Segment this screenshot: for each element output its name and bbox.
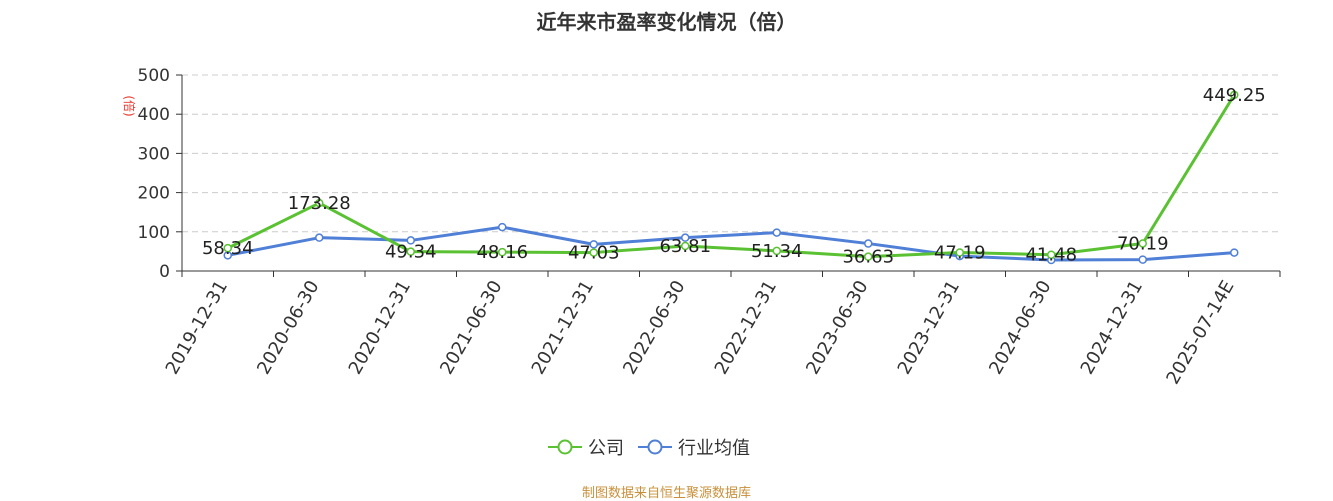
- industry-point: [498, 222, 507, 232]
- y-axis-title: (倍): [122, 95, 137, 116]
- industry-point: [864, 239, 873, 248]
- x-tick-label: 2023-12-31: [894, 277, 964, 378]
- source-note: 制图数据来自恒生聚源数据库: [581, 486, 751, 501]
- industry-point: [681, 233, 690, 242]
- company-data-label: 36.63: [842, 247, 894, 268]
- y-tick-label: 200: [138, 184, 170, 204]
- company-data-label: 51.34: [751, 241, 803, 262]
- company-point: [315, 198, 324, 208]
- y-tick-label: 0: [159, 262, 170, 282]
- company-point: [1230, 90, 1239, 100]
- industry-point: [315, 233, 324, 242]
- company-data-label: 63.81: [659, 236, 711, 257]
- x-tick-label: 2025-07-14E: [1162, 277, 1238, 388]
- legend-company-icon: [548, 439, 582, 455]
- x-tick-label: 2020-06-30: [253, 277, 323, 378]
- industry-point: [406, 236, 415, 245]
- x-tick-label: 2022-12-31: [711, 277, 781, 378]
- series-lines: [223, 90, 1239, 265]
- x-tick-label: 2023-06-30: [802, 277, 872, 378]
- industry-point: [1230, 248, 1239, 257]
- company-point: [864, 252, 873, 261]
- chart-legend: 公司 行业均值: [548, 434, 764, 460]
- company-point: [589, 248, 598, 257]
- company-data-label: 41.48: [1025, 245, 1077, 266]
- legend-item-industry[interactable]: 行业均值: [638, 434, 750, 460]
- company-point: [223, 243, 232, 253]
- company-data-label: 47.19: [934, 243, 986, 264]
- y-tick-label: 100: [138, 223, 170, 243]
- grid-lines: [182, 74, 1280, 233]
- x-tick-label: 2019-12-31: [162, 277, 232, 378]
- y-tick-label: 400: [138, 105, 170, 125]
- company-point: [772, 246, 781, 256]
- industry-point: [1138, 255, 1147, 264]
- industry-line: [227, 225, 1235, 262]
- company-data-label: 48.16: [476, 242, 528, 263]
- industry-point: [589, 240, 598, 249]
- company-point: [1138, 239, 1147, 248]
- company-line: [227, 94, 1236, 259]
- industry-point: [772, 228, 781, 237]
- x-tick-label: 2020-12-31: [345, 277, 415, 378]
- company-data-label: 70.19: [1117, 233, 1169, 254]
- company-data-label: 449.25: [1203, 85, 1266, 106]
- x-tick-label: 2022-06-30: [619, 277, 689, 378]
- y-tick-label: 500: [138, 66, 170, 86]
- company-point: [955, 248, 964, 257]
- x-tick-label: 2021-06-30: [436, 277, 506, 378]
- company-point: [1047, 250, 1056, 259]
- company-data-label: 47.03: [568, 243, 620, 264]
- company-data-label: 58.34: [202, 238, 254, 259]
- company-data-label: 173.28: [288, 193, 351, 214]
- company-point: [498, 247, 507, 257]
- pe-ratio-chart: 0 100 200 300 400 500(倍) 2019-12-31 2020-06-30 2…: [122, 66, 1281, 388]
- chart-title: 近年来市盈率变化情况（倍）: [536, 10, 797, 34]
- company-point: [681, 241, 690, 251]
- legend-company-label: 公司: [588, 438, 624, 459]
- data-labels: 58.34 173.28 49.34 48.16 47.03 63.81 51.34 36.6…: [202, 85, 1266, 268]
- company-data-label: 49.34: [385, 242, 437, 263]
- x-tick-label: 2024-12-31: [1077, 277, 1147, 378]
- x-tick-label: 2021-12-31: [528, 277, 598, 378]
- y-tick-label: 300: [138, 144, 170, 164]
- legend-industry-label: 行业均值: [678, 438, 750, 459]
- company-point: [406, 247, 415, 256]
- legend-industry-icon: [638, 439, 672, 455]
- x-tick-label: 2024-06-30: [985, 277, 1055, 378]
- legend-item-company[interactable]: 公司: [548, 434, 624, 460]
